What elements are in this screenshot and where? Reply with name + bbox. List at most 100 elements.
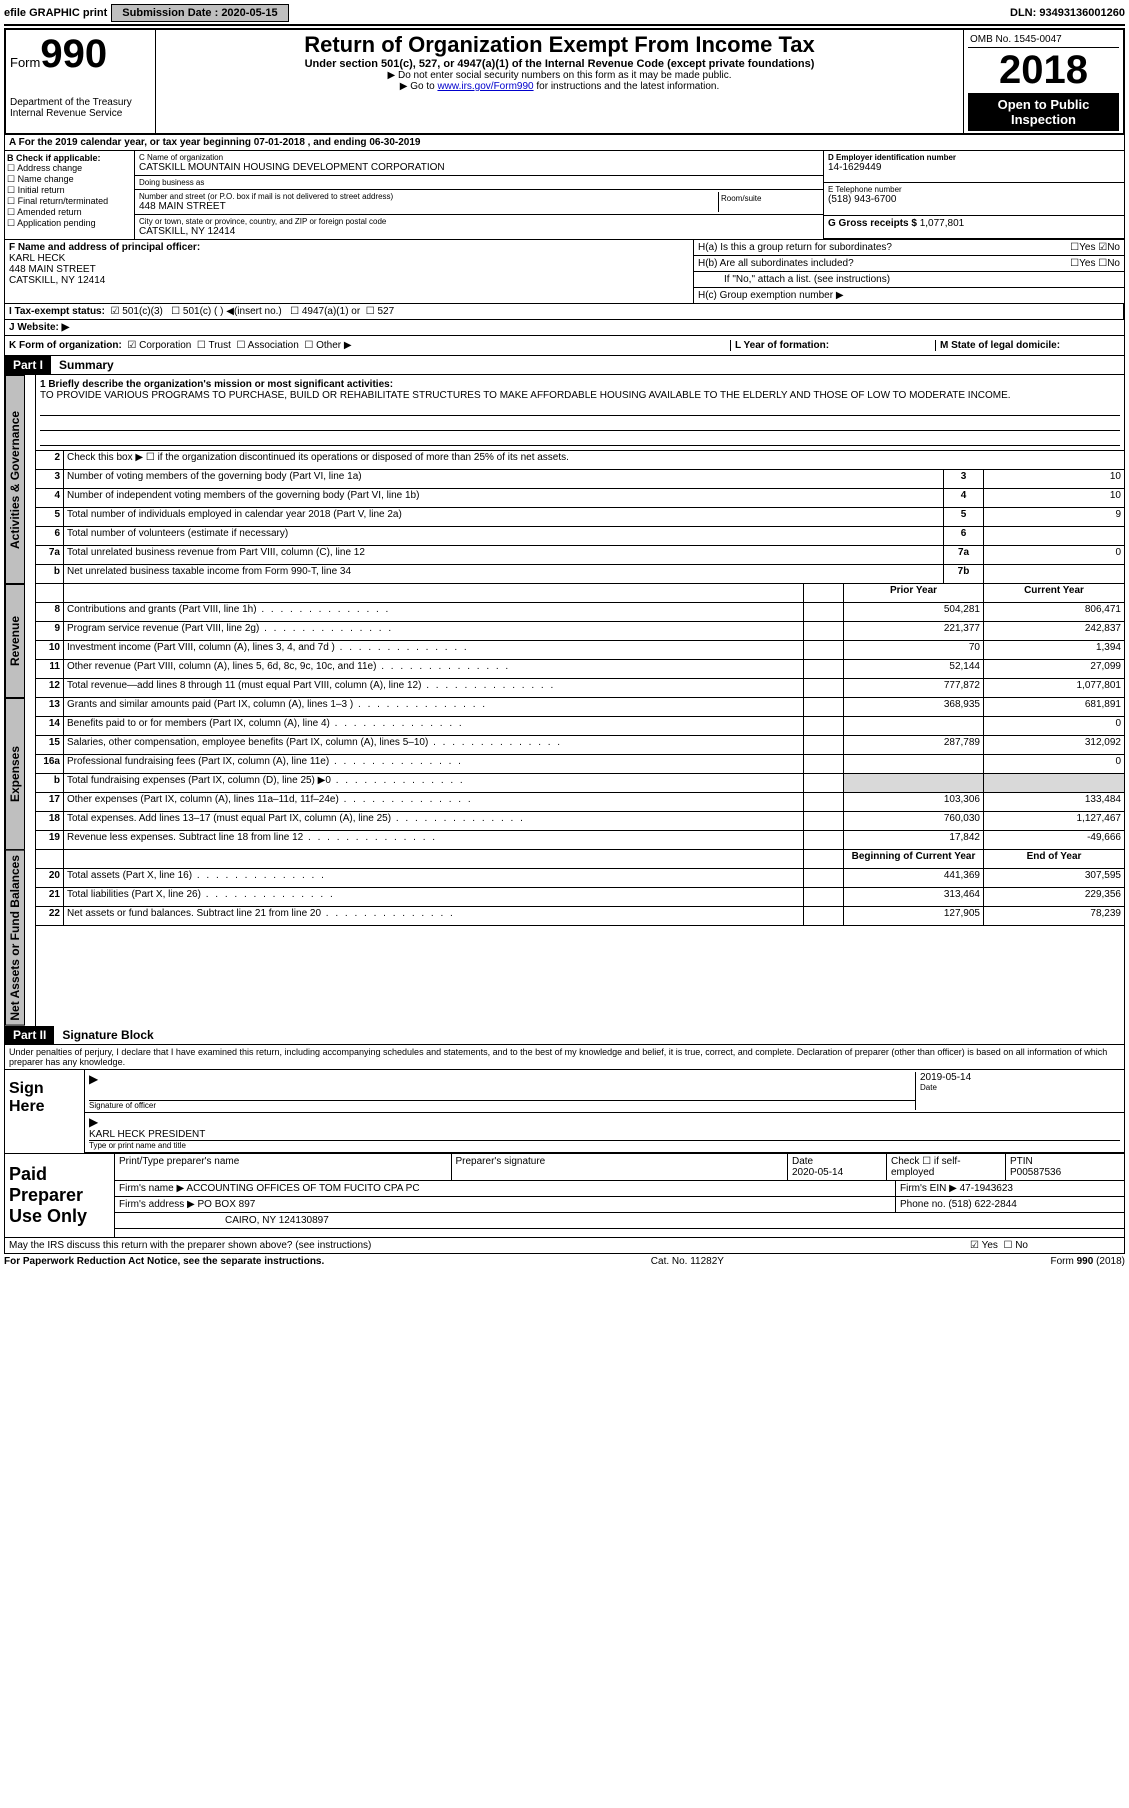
chk-initial[interactable]: ☐ Initial return	[7, 185, 132, 196]
chk-name[interactable]: ☐ Name change	[7, 174, 132, 185]
prep-label: Paid Preparer Use Only	[5, 1154, 115, 1237]
table-row: 12Total revenue—add lines 8 through 11 (…	[36, 679, 1124, 698]
row-k: K Form of organization: ☑ Corporation ☐ …	[4, 336, 1125, 356]
signature-block: Sign Here Signature of officer 2019-05-1…	[4, 1070, 1125, 1154]
dba-label: Doing business as	[139, 178, 819, 187]
table-row: 21Total liabilities (Part X, line 26)313…	[36, 888, 1124, 907]
mission: TO PROVIDE VARIOUS PROGRAMS TO PURCHASE,…	[40, 390, 1120, 401]
entity-info: B Check if applicable: ☐ Address change …	[4, 151, 1125, 240]
chk-final[interactable]: ☐ Final return/terminated	[7, 196, 132, 207]
subtitle: Under section 501(c), 527, or 4947(a)(1)…	[160, 58, 959, 70]
table-row: 14Benefits paid to or for members (Part …	[36, 717, 1124, 736]
officer-addr1: 448 MAIN STREET	[9, 264, 689, 275]
line-2: 2Check this box ▶ ☐ if the organization …	[36, 451, 1124, 470]
city-label: City or town, state or province, country…	[139, 217, 819, 226]
table-row: 16aProfessional fundraising fees (Part I…	[36, 755, 1124, 774]
officer-addr2: CATSKILL, NY 12414	[9, 275, 689, 286]
footer-left: For Paperwork Reduction Act Notice, see …	[4, 1256, 324, 1267]
typed-label: Type or print name and title	[89, 1141, 1120, 1150]
tel-value: (518) 943-6700	[828, 194, 1120, 205]
officer-group: F Name and address of principal officer:…	[4, 240, 1125, 304]
table-row: 7aTotal unrelated business revenue from …	[36, 546, 1124, 565]
preparer-block: Paid Preparer Use Only Print/Type prepar…	[4, 1154, 1125, 1238]
table-row: 3Number of voting members of the governi…	[36, 470, 1124, 489]
table-row: 17Other expenses (Part IX, column (A), l…	[36, 793, 1124, 812]
discuss-row: May the IRS discuss this return with the…	[4, 1238, 1125, 1254]
prep-row1: Print/Type preparer's name Preparer's si…	[115, 1154, 1124, 1181]
ein-label: D Employer identification number	[828, 153, 1120, 162]
sig-date-label: Date	[920, 1083, 1120, 1092]
chk-amended[interactable]: ☐ Amended return	[7, 207, 132, 218]
website-row: J Website: ▶	[4, 320, 1125, 336]
form-number: Form990	[10, 32, 151, 77]
box-b-title: B Check if applicable:	[7, 153, 132, 163]
page-title: Return of Organization Exempt From Incom…	[160, 32, 959, 58]
table-row: 10Investment income (Part VIII, column (…	[36, 641, 1124, 660]
table-row: 9Program service revenue (Part VIII, lin…	[36, 622, 1124, 641]
note2: ▶ Go to www.irs.gov/Form990 for instruct…	[160, 81, 959, 92]
part2-header: Part II Signature Block	[4, 1026, 1125, 1045]
table-row: 6Total number of volunteers (estimate if…	[36, 527, 1124, 546]
summary-table: Activities & Governance 1 Briefly descri…	[4, 375, 1125, 1026]
table-row: 15Salaries, other compensation, employee…	[36, 736, 1124, 755]
rev-header: Prior YearCurrent Year	[36, 584, 1124, 603]
addr-value: 448 MAIN STREET	[139, 201, 718, 212]
h-a: H(a) Is this a group return for subordin…	[694, 240, 1124, 256]
vtab-governance: Activities & Governance	[5, 375, 25, 584]
top-bar: efile GRAPHIC print Submission Date : 20…	[4, 4, 1125, 22]
sign-here-label: Sign Here	[5, 1070, 85, 1153]
open-inspection: Open to Public Inspection	[968, 93, 1119, 131]
submission-button[interactable]: Submission Date : 2020-05-15	[111, 4, 288, 22]
note1: ▶ Do not enter social security numbers o…	[160, 70, 959, 81]
footer-right: Form 990 (2018)	[1051, 1256, 1125, 1267]
omb: OMB No. 1545-0047	[968, 32, 1119, 48]
irs-link[interactable]: www.irs.gov/Form990	[437, 81, 533, 92]
room-label: Room/suite	[719, 192, 819, 212]
chk-pending[interactable]: ☐ Application pending	[7, 218, 132, 229]
vtab-expenses: Expenses	[5, 698, 25, 850]
table-row: 22Net assets or fund balances. Subtract …	[36, 907, 1124, 926]
form-header: Form990 Department of the Treasury Inter…	[4, 28, 1125, 135]
row-a: A For the 2019 calendar year, or tax yea…	[4, 135, 1125, 151]
efile-label: efile GRAPHIC print	[4, 7, 107, 19]
line1-label: 1 Briefly describe the organization's mi…	[40, 379, 1120, 390]
chk-address[interactable]: ☐ Address change	[7, 163, 132, 174]
tax-status-row: I Tax-exempt status: ☑ 501(c)(3) ☐ 501(c…	[4, 304, 1125, 320]
table-row: 13Grants and similar amounts paid (Part …	[36, 698, 1124, 717]
org-name: CATSKILL MOUNTAIN HOUSING DEVELOPMENT CO…	[139, 162, 819, 173]
table-row: 5Total number of individuals employed in…	[36, 508, 1124, 527]
sig-label: Signature of officer	[89, 1101, 915, 1110]
prep-row3b: CAIRO, NY 124130897	[115, 1213, 1124, 1229]
footer-mid: Cat. No. 11282Y	[651, 1256, 724, 1267]
declaration: Under penalties of perjury, I declare th…	[4, 1045, 1125, 1070]
addr-label: Number and street (or P.O. box if mail i…	[139, 192, 718, 201]
dln-label: DLN: 93493136001260	[1010, 7, 1125, 19]
table-row: 8Contributions and grants (Part VIII, li…	[36, 603, 1124, 622]
dept-label: Department of the Treasury Internal Reve…	[10, 97, 151, 119]
footer: For Paperwork Reduction Act Notice, see …	[4, 1254, 1125, 1269]
sig-date: 2019-05-14	[920, 1072, 1120, 1083]
vtab-net: Net Assets or Fund Balances	[5, 850, 25, 1026]
h-note: If "No," attach a list. (see instruction…	[694, 272, 1124, 288]
table-row: bNet unrelated business taxable income f…	[36, 565, 1124, 584]
prep-row3: Firm's address ▶ PO BOX 897 Phone no. (5…	[115, 1197, 1124, 1213]
ein-value: 14-1629449	[828, 162, 1120, 173]
city-value: CATSKILL, NY 12414	[139, 226, 819, 237]
prep-row2: Firm's name ▶ ACCOUNTING OFFICES OF TOM …	[115, 1181, 1124, 1197]
h-c: H(c) Group exemption number ▶	[694, 288, 1124, 303]
table-row: 11Other revenue (Part VIII, column (A), …	[36, 660, 1124, 679]
net-header: Beginning of Current YearEnd of Year	[36, 850, 1124, 869]
name-label: C Name of organization	[139, 153, 819, 162]
box-f-label: F Name and address of principal officer:	[9, 242, 689, 253]
officer-typed: KARL HECK PRESIDENT	[89, 1129, 1120, 1141]
tel-label: E Telephone number	[828, 185, 1120, 194]
table-row: 20Total assets (Part X, line 16)441,3693…	[36, 869, 1124, 888]
table-row: 18Total expenses. Add lines 13–17 (must …	[36, 812, 1124, 831]
part1-header: Part I Summary	[4, 356, 1125, 375]
tax-year: 2018	[968, 48, 1119, 93]
table-row: bTotal fundraising expenses (Part IX, co…	[36, 774, 1124, 793]
h-b: H(b) Are all subordinates included? ☐Yes…	[694, 256, 1124, 272]
officer-name: KARL HECK	[9, 253, 689, 264]
table-row: 19Revenue less expenses. Subtract line 1…	[36, 831, 1124, 850]
vtab-revenue: Revenue	[5, 584, 25, 698]
